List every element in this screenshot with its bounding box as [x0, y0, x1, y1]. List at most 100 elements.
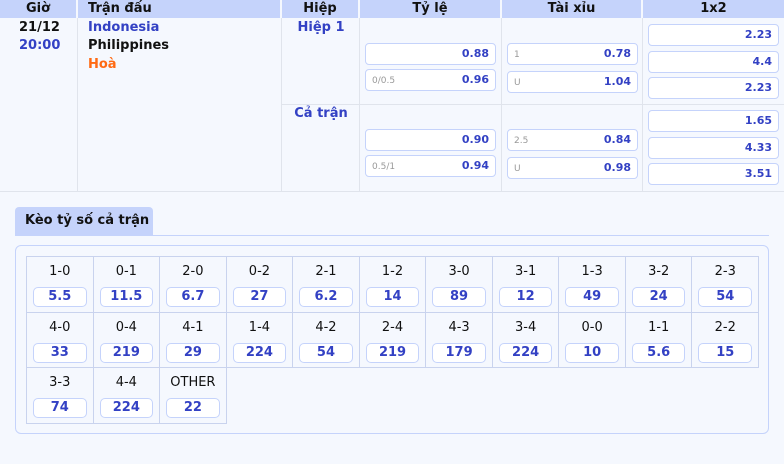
score-cell: 1-3 49	[559, 257, 626, 313]
overunder-odds-button[interactable]: U 0.98	[507, 157, 638, 179]
score-label: 3-3	[49, 375, 71, 390]
score-odds-button[interactable]: 54	[698, 287, 753, 307]
odds-value: 0.90	[461, 133, 489, 146]
score-odds-button[interactable]: 29	[166, 342, 220, 363]
score-label: 4-4	[115, 375, 137, 390]
header-1x2: 1x2	[643, 0, 784, 18]
1x2-odds-button[interactable]: 4.33	[648, 136, 779, 159]
score-cell: 3-4 224	[492, 312, 560, 368]
score-cell: 0-0 10	[559, 312, 626, 368]
score-label: 2-0	[182, 264, 204, 279]
score-cell: 0-1 11.5	[93, 257, 161, 313]
score-cell: 2-2 15	[692, 312, 760, 368]
score-label: 1-0	[49, 264, 71, 279]
odds-value: 3.51	[744, 167, 772, 180]
divider	[0, 191, 784, 192]
score-odds-button[interactable]: 6.7	[166, 287, 220, 307]
odds-value: 0.98	[603, 161, 631, 174]
odds-value: 0.96	[461, 73, 489, 86]
odds-value: 1.04	[603, 75, 631, 88]
score-cell: 4-4 224	[93, 368, 161, 424]
score-label: 2-1	[315, 264, 337, 279]
overunder-odds-button[interactable]: 2.5 0.84	[507, 129, 638, 151]
score-cell: 1-2 14	[359, 257, 427, 313]
1x2-odds-button[interactable]: 2.23	[648, 24, 779, 46]
score-cell: 3-0 89	[426, 257, 493, 313]
score-label: 3-2	[648, 264, 670, 279]
correct-score-grid: 1-0 5.5 0-1 11.5 2-0 6.7 0-2 27 2-1 6.2 1-2 14 3-0 89…	[26, 256, 760, 424]
score-odds-button[interactable]: 22	[166, 398, 220, 418]
odds-value: 4.33	[744, 140, 772, 154]
score-cell: 0-4 219	[93, 312, 161, 368]
score-odds-button[interactable]: 179	[432, 342, 486, 363]
score-odds-button[interactable]: 224	[99, 398, 154, 418]
line-label: 2.5	[514, 136, 529, 146]
overunder-odds-button[interactable]: 1 0.78	[507, 43, 638, 65]
overunder-odds-button[interactable]: U 1.04	[507, 71, 638, 93]
score-label: 1-4	[248, 319, 271, 335]
half-label: Hiệp 1	[297, 20, 345, 35]
score-odds-button[interactable]: 49	[565, 287, 619, 307]
score-cell: 4-2 54	[293, 312, 360, 368]
handicap-odds-button[interactable]: 0.88	[365, 43, 496, 65]
half-label: Cả trận	[294, 106, 348, 121]
score-odds-button[interactable]: 24	[631, 287, 686, 307]
odds-value: 2.23	[744, 81, 772, 94]
score-label: 4-1	[182, 319, 204, 335]
score-cell: 1-1 5.6	[625, 312, 693, 368]
line-label: 1	[514, 50, 520, 60]
divider	[282, 104, 784, 105]
score-odds-button[interactable]: 89	[432, 287, 486, 307]
score-cell: 4-1 29	[160, 312, 227, 368]
score-cell: 3-3 74	[27, 368, 94, 424]
header-half: Hiệp	[282, 0, 360, 18]
score-cell: 3-1 12	[492, 257, 560, 313]
odds-value: 1.65	[744, 114, 772, 127]
score-odds-button[interactable]: 224	[498, 342, 553, 363]
score-cell: 0-2 27	[226, 257, 294, 313]
score-cell: 4-3 179	[426, 312, 493, 368]
1x2-odds-button[interactable]: 2.23	[648, 77, 779, 99]
score-odds-button[interactable]: 12	[498, 287, 553, 307]
score-odds-button[interactable]: 33	[33, 342, 87, 363]
line-label: U	[514, 78, 521, 88]
match-date: 21/12	[19, 20, 60, 35]
tab-correct-score[interactable]: Kèo tỷ số cả trận	[15, 207, 153, 235]
score-odds-button[interactable]: 5.5	[33, 287, 87, 307]
score-odds-button[interactable]: 15	[698, 342, 753, 363]
score-label: 0-4	[115, 319, 137, 335]
score-cell: 2-1 6.2	[293, 257, 360, 313]
score-label: 0-0	[581, 319, 603, 335]
score-odds-button[interactable]: 6.2	[299, 287, 353, 307]
score-label: 1-3	[581, 264, 603, 279]
score-odds-button[interactable]: 14	[365, 287, 420, 307]
score-odds-button[interactable]: 219	[99, 342, 154, 363]
1x2-odds-button[interactable]: 1.65	[648, 110, 779, 132]
1x2-odds-button[interactable]: 3.51	[648, 163, 779, 185]
score-odds-button[interactable]: 224	[232, 342, 287, 363]
score-label: 2-4	[381, 319, 404, 335]
line-label: 0.5/1	[372, 162, 396, 172]
score-odds-button[interactable]: 54	[299, 342, 353, 363]
score-cell: 1-0 5.5	[27, 257, 94, 313]
score-odds-button[interactable]: 74	[33, 398, 87, 418]
handicap-odds-button[interactable]: 0/0.5 0.96	[365, 69, 496, 91]
score-label: OTHER	[170, 375, 216, 390]
1x2-odds-button[interactable]: 4.4	[648, 50, 779, 73]
score-odds-button[interactable]: 27	[232, 287, 287, 307]
odds-value: 0.94	[461, 159, 489, 172]
odds-value: 0.78	[603, 47, 631, 60]
away-team[interactable]: Philippines	[88, 38, 170, 53]
handicap-odds-button[interactable]: 0.90	[365, 129, 496, 151]
score-label: 4-3	[448, 319, 470, 335]
score-label: 3-1	[514, 264, 537, 279]
score-odds-button[interactable]: 219	[365, 342, 420, 363]
home-team[interactable]: Indonesia	[88, 20, 160, 35]
odds-value: 2.23	[744, 28, 772, 41]
score-label: 1-1	[648, 319, 670, 335]
score-odds-button[interactable]: 10	[565, 342, 619, 363]
score-odds-button[interactable]: 5.6	[631, 342, 686, 363]
handicap-odds-button[interactable]: 0.5/1 0.94	[365, 155, 496, 177]
score-cell: 1-4 224	[226, 312, 294, 368]
score-odds-button[interactable]: 11.5	[99, 287, 154, 307]
